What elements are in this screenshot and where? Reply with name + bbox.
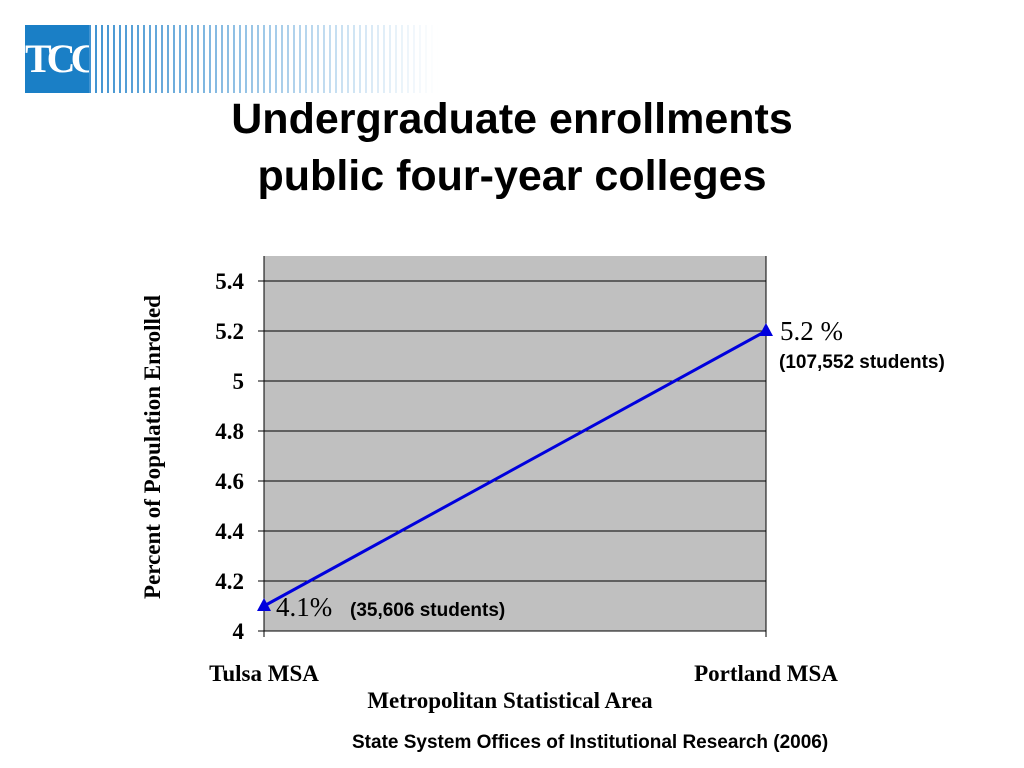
gridlines — [264, 256, 767, 637]
y-ticks: 4 4.2 4.4 4.6 4.8 5 5.2 5.4 — [215, 269, 264, 644]
data-point-marker — [257, 598, 271, 611]
annotation-portland-detail: (107,552 students) — [779, 352, 945, 373]
annotation-tulsa-detail: (35,606 students) — [350, 600, 505, 621]
annotation-tulsa-value: 4.1% — [276, 592, 332, 622]
annotation-portland-value: 5.2 % — [780, 316, 843, 346]
data-point-marker — [759, 323, 773, 336]
series-line — [263, 329, 767, 608]
x-categories: Tulsa MSA Portland MSA — [209, 631, 838, 686]
y-tick-label: 4.8 — [215, 419, 244, 444]
y-tick-label: 4.2 — [215, 569, 244, 594]
logo-text: TCC — [25, 36, 99, 81]
y-tick-label: 4.4 — [215, 519, 244, 544]
x-axis-label: Metropolitan Statistical Area — [367, 688, 653, 713]
chart-title-line-2: public four-year colleges — [257, 152, 767, 200]
tcc-logo: TCC — [25, 25, 99, 93]
plot-area — [264, 256, 766, 631]
logo-stripes — [89, 25, 439, 93]
y-tick-label: 4 — [233, 619, 245, 644]
x-category-label: Portland MSA — [694, 661, 838, 686]
y-tick-label: 5.2 — [215, 319, 244, 344]
y-tick-label: 5 — [233, 369, 245, 394]
y-axis-label: Percent of Population Enrolled — [140, 295, 165, 599]
series — [257, 323, 773, 611]
source-note: State System Offices of Institutional Re… — [352, 732, 829, 753]
y-tick-label: 4.6 — [215, 469, 244, 494]
y-tick-label: 5.4 — [215, 269, 244, 294]
x-category-label: Tulsa MSA — [209, 661, 319, 686]
chart-title-line-1: Undergraduate enrollments — [231, 95, 793, 143]
